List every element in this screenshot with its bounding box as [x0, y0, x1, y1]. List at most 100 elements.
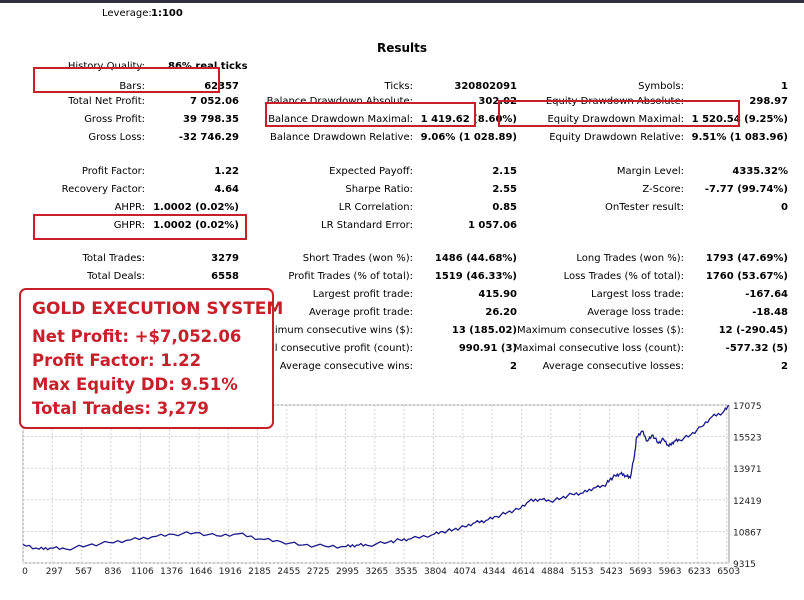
col2-label-12: Maximum consecutive wins ($): [254, 325, 413, 336]
col3-value-12: -577.32 (5) [725, 343, 788, 354]
col1-label-8: Total Trades: [82, 253, 146, 264]
col3-label-5: Z-Score: [642, 184, 684, 195]
col1-label-0: Bars: [119, 81, 145, 92]
x-tick-label: 297 [46, 567, 63, 577]
col3-value-4: 4335.32% [732, 166, 788, 177]
col3-label-6: OnTester result: [604, 202, 684, 213]
col2-value-13: 990.91 (3) [458, 343, 517, 354]
col3-label-8: Loss Trades (% of total): [563, 271, 684, 282]
callout-title: GOLD EXECUTION SYSTEM [32, 299, 284, 319]
col2-value-4: 2.15 [492, 166, 517, 177]
col2-label-11: Average profit trade: [308, 307, 413, 318]
col2-label-13: Maximal consecutive profit (count): [235, 343, 413, 354]
col2-value-9: 1519 (46.33%) [434, 271, 517, 282]
col3-label-11: Maximum consecutive losses ($): [517, 325, 684, 336]
col3-label-3: Equity Drawdown Relative: [549, 132, 684, 143]
col1-value-8: 3279 [211, 253, 239, 264]
x-tick-label: 6233 [688, 567, 711, 577]
col2-value-8: 1486 (44.68%) [434, 253, 517, 264]
col2-value-10: 415.90 [478, 289, 517, 300]
x-tick-label: 4074 [453, 567, 476, 577]
col3-value-0: 1 [781, 81, 788, 92]
x-tick-label: 3265 [365, 567, 388, 577]
col1-label-3: Gross Loss: [88, 132, 145, 143]
col2-value-2: 1 419.62 (8.60%) [420, 114, 517, 125]
col3-value-8: 1760 (53.67%) [705, 271, 788, 282]
col1-label-5: Recovery Factor: [61, 184, 145, 195]
y-tick-label: 17075 [733, 402, 762, 412]
col1-value-3: -32 746.29 [178, 132, 239, 143]
col2-label-10: Largest profit trade: [312, 289, 413, 300]
col2-value-11: 26.20 [485, 307, 517, 318]
col3-label-13: Average consecutive losses: [542, 361, 684, 372]
y-tick-label: 9315 [733, 560, 756, 570]
x-tick-label: 0 [22, 567, 28, 577]
y-tick-label: 15523 [733, 434, 762, 444]
col2-label-9: Profit Trades (% of total): [288, 271, 413, 282]
x-tick-label: 5153 [571, 567, 594, 577]
col1-value-6: 1.0002 (0.02%) [153, 202, 239, 213]
col2-value-3: 9.06% (1 028.89) [420, 132, 517, 143]
x-tick-label: 4884 [541, 567, 564, 577]
col2-value-5: 2.55 [492, 184, 517, 195]
col3-value-13: 2 [781, 361, 788, 372]
balance-chart: 17075 15523 13971 12419 10867 9315 0 297 567 836 1… [22, 402, 762, 577]
col1-value-5: 4.64 [214, 184, 239, 195]
results-title: Results [376, 41, 428, 55]
x-tick-label: 4344 [483, 567, 506, 577]
x-tick-label: 1376 [160, 567, 183, 577]
x-tick-label: 1646 [189, 567, 212, 577]
x-tick-label: 836 [104, 567, 121, 577]
col1-value-7: 1.0002 (0.02%) [153, 220, 239, 231]
col1-value-0: 62357 [204, 81, 239, 92]
col2-label-0: Ticks: [384, 81, 413, 92]
col3-value-10: -18.48 [752, 307, 788, 318]
col2-label-14: Average consecutive wins: [279, 361, 413, 372]
col2-label-2: Balance Drawdown Maximal: [268, 114, 413, 125]
col2-label-4: Expected Payoff: [329, 166, 413, 177]
x-tick-label: 5693 [629, 567, 652, 577]
x-tick-label: 2725 [307, 567, 330, 577]
leverage-label: Leverage: [102, 8, 152, 19]
col3-label-4: Margin Level: [616, 166, 684, 177]
col1-value-2: 39 798.35 [183, 114, 239, 125]
x-tick-label: 2185 [248, 567, 271, 577]
col3-value-5: -7.77 (99.74%) [704, 184, 788, 195]
col1-label-6: AHPR: [114, 202, 145, 213]
col3-label-10: Average loss trade: [587, 307, 684, 318]
col1-label-4: Profit Factor: [81, 166, 145, 177]
col2-label-8: Short Trades (won %): [302, 253, 413, 264]
col1-label-9: Total Deals: [87, 271, 145, 282]
col3-value-3: 9.51% (1 083.96) [691, 132, 788, 143]
col1-label-2: Gross Profit: [84, 114, 145, 125]
col1-value-4: 1.22 [214, 166, 239, 177]
col2-value-7: 1 057.06 [467, 220, 517, 231]
col2-value-6: 0.85 [492, 202, 517, 213]
col1-value-9: 6558 [211, 271, 239, 282]
col2-label-3: Balance Drawdown Relative: [269, 132, 413, 143]
ghpr-highlight-box [33, 214, 247, 240]
col1-label-1: Total Net Profit: [68, 96, 145, 107]
y-tick-label: 13971 [733, 465, 762, 475]
x-tick-label: 5423 [600, 567, 623, 577]
col3-value-1: 298.97 [749, 96, 788, 107]
equity-drawdown-highlight-box [498, 100, 740, 127]
col2-value-1: 302.02 [478, 96, 517, 107]
x-tick-label: 4614 [512, 567, 535, 577]
callout-profit-factor: Profit Factor: 1.22 [32, 351, 202, 370]
bars-highlight-box [33, 67, 220, 93]
balance-series-line [22, 404, 730, 551]
summary-callout: GOLD EXECUTION SYSTEM Net Profit: +$7,05… [19, 288, 283, 429]
col1-label-7: GHPR: [113, 220, 145, 231]
history-quality-value: 86% real ticks [168, 61, 248, 72]
x-tick-label: 3535 [395, 567, 418, 577]
col2-label-1: Balance Drawdown Absolute: [266, 96, 413, 107]
col2-label-7: LR Standard Error: [321, 220, 413, 231]
history-quality-label: History Quality: [67, 61, 145, 72]
col3-value-11: 12 (-290.45) [718, 325, 788, 336]
col3-label-0: Symbols: [638, 81, 684, 92]
window-top-bar [0, 0, 804, 3]
callout-net-profit: Net Profit: +$7,052.06 [32, 327, 242, 346]
x-tick-label: 2455 [277, 567, 300, 577]
x-tick-label: 1916 [219, 567, 242, 577]
